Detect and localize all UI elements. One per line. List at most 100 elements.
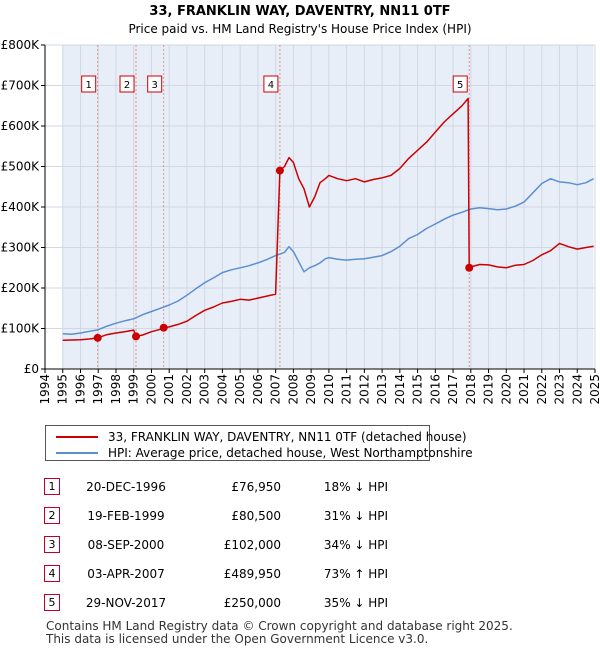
y-tick-label: £600K xyxy=(1,119,41,133)
sales-table: 1 20-DEC-1996 £76,950 18% ↓ HPI 2 19-FEB… xyxy=(44,472,411,617)
sale-hpi-diff: 35% ↓ HPI xyxy=(323,595,389,610)
x-tick-label: 2009 xyxy=(304,374,318,405)
sale-hpi-diff: 34% ↓ HPI xyxy=(323,537,389,552)
price-chart: 1 2 3 4 5 £0 £100K £200K £300K £400K £500K £600K £7… xyxy=(1,4,600,405)
x-tick-label: 1998 xyxy=(109,374,123,405)
x-tick-label: 2006 xyxy=(251,374,265,405)
sale-price: £80,500 xyxy=(231,508,281,523)
sale-label: 4 xyxy=(268,80,274,91)
sale-marker xyxy=(93,333,102,342)
sale-number-badge: 4 xyxy=(44,565,60,582)
x-tick-label: 2011 xyxy=(340,374,354,405)
table-row: 2 19-FEB-1999 £80,500 31% ↓ HPI xyxy=(44,501,411,530)
sale-date: 29-NOV-2017 xyxy=(85,595,167,610)
copyright-text: Contains HM Land Registry data © Crown c… xyxy=(46,619,513,633)
sale-price: £76,950 xyxy=(231,479,281,494)
x-tick-label: 1999 xyxy=(127,374,141,405)
sale-number-badge: 2 xyxy=(44,507,60,524)
x-tick-label: 2024 xyxy=(570,374,584,405)
sale-marker xyxy=(159,323,168,332)
sale-hpi-diff: 31% ↓ HPI xyxy=(323,508,389,523)
x-tick-label: 2015 xyxy=(411,374,425,405)
sale-number-badge: 3 xyxy=(44,536,60,553)
table-row: 4 03-APR-2007 £489,950 73% ↑ HPI xyxy=(44,559,411,588)
x-tick-label: 2016 xyxy=(428,374,442,405)
x-tick-label: 2023 xyxy=(553,374,567,405)
sale-label-box xyxy=(81,75,97,93)
sale-marker xyxy=(132,332,141,341)
sale-hpi-diff: 18% ↓ HPI xyxy=(323,479,389,494)
x-tick-label: 2005 xyxy=(233,374,247,405)
y-tick-label: £0 xyxy=(24,362,39,376)
x-tick-label: 2012 xyxy=(357,374,371,405)
x-tick-label: 1996 xyxy=(73,374,87,405)
x-tick-label: 2004 xyxy=(215,374,229,405)
property-price-line xyxy=(62,97,594,341)
sale-date-lines xyxy=(97,45,470,369)
chart-subtitle: Price paid vs. HM Land Registry's House … xyxy=(128,22,471,36)
sale-label-box xyxy=(119,75,135,93)
sale-price: £102,000 xyxy=(223,537,281,552)
sale-date: 20-DEC-1996 xyxy=(86,479,166,494)
x-tick-label: 2018 xyxy=(464,374,478,405)
axes: £0 £100K £200K £300K £400K £500K £600K £700K £80… xyxy=(1,38,600,405)
y-tick-label: £300K xyxy=(1,241,41,255)
legend-swatch-hpi xyxy=(56,452,98,454)
table-row: 1 20-DEC-1996 £76,950 18% ↓ HPI xyxy=(44,472,411,501)
y-tick-label: £100K xyxy=(1,322,41,336)
sale-number-badge: 1 xyxy=(44,478,60,495)
x-tick-label: 2003 xyxy=(198,374,212,405)
y-tick-label: £400K xyxy=(1,200,41,214)
sale-labels: 1 2 3 4 5 xyxy=(81,75,468,93)
chart-title: 33, FRANKLIN WAY, DAVENTRY, NN11 0TF xyxy=(149,4,450,19)
sale-marker xyxy=(275,166,284,175)
x-tick-label: 2013 xyxy=(375,374,389,405)
x-tick-label: 2025 xyxy=(588,374,600,405)
sale-hpi-diff: 73% ↑ HPI xyxy=(323,566,389,581)
x-tick-label: 1997 xyxy=(91,374,105,405)
sale-label: 3 xyxy=(152,80,158,91)
x-tick-label: 2017 xyxy=(446,374,460,405)
sale-date: 08-SEP-2000 xyxy=(87,537,165,552)
sale-price: £250,000 xyxy=(223,595,281,610)
series-lines xyxy=(62,97,594,341)
legend-label-hpi: HPI: Average price, detached house, West… xyxy=(108,446,473,460)
y-tick-label: £500K xyxy=(1,160,41,174)
sale-label: 2 xyxy=(124,80,130,91)
sale-label-box xyxy=(147,75,163,93)
x-tick-label: 2002 xyxy=(180,374,194,405)
y-tick-label: £700K xyxy=(1,79,41,93)
sale-date: 19-FEB-1999 xyxy=(87,508,165,523)
x-tick-label: 2019 xyxy=(482,374,496,405)
x-tick-label: 2021 xyxy=(517,374,531,405)
table-row: 5 29-NOV-2017 £250,000 35% ↓ HPI xyxy=(44,588,411,617)
table-row: 3 08-SEP-2000 £102,000 34% ↓ HPI xyxy=(44,530,411,559)
sale-price: £489,950 xyxy=(223,566,281,581)
hpi-line xyxy=(62,177,594,335)
licence-text: This data is licensed under the Open Gov… xyxy=(46,632,429,646)
legend-label-property: 33, FRANKLIN WAY, DAVENTRY, NN11 0TF (de… xyxy=(108,430,467,444)
x-tick-label: 2008 xyxy=(286,374,300,405)
sale-marker xyxy=(465,263,474,272)
sale-markers xyxy=(93,166,474,342)
legend: 33, FRANKLIN WAY, DAVENTRY, NN11 0TF (de… xyxy=(45,425,473,461)
x-tick-label: 1995 xyxy=(56,374,70,405)
sale-date: 03-APR-2007 xyxy=(87,566,165,581)
x-tick-label: 2020 xyxy=(499,374,513,405)
sale-label-box xyxy=(263,75,279,93)
x-tick-label: 2014 xyxy=(393,374,407,405)
x-tick-label: 2001 xyxy=(162,374,176,405)
x-tick-label: 2007 xyxy=(269,374,283,405)
sale-number-badge: 5 xyxy=(44,594,60,611)
sale-label-box xyxy=(452,75,468,93)
sale-label: 5 xyxy=(457,80,463,91)
legend-swatch-property xyxy=(56,436,98,438)
y-tick-label: £800K xyxy=(1,38,41,52)
x-tick-label: 2000 xyxy=(144,374,158,405)
x-tick-label: 2010 xyxy=(322,374,336,405)
sale-label: 1 xyxy=(86,80,92,91)
footer: Contains HM Land Registry data © Crown c… xyxy=(46,620,513,646)
x-tick-label: 2022 xyxy=(535,374,549,405)
y-tick-label: £200K xyxy=(1,281,41,295)
x-tick-label: 1994 xyxy=(38,374,52,405)
